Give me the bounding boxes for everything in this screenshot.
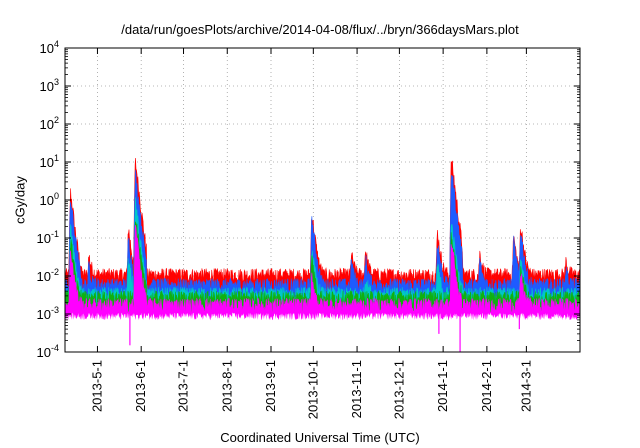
x-tick-label: 2013-8-1 [219, 360, 234, 412]
x-tick-label: 2014-2-1 [479, 360, 494, 412]
y-tick-label: 10-1 [37, 229, 59, 246]
x-tick-label: 2013-6-1 [133, 360, 148, 412]
x-tick-label: 2014-1-1 [435, 360, 450, 412]
x-tick-label: 2013-9-1 [263, 360, 278, 412]
x-tick-label: 2013-7-1 [176, 360, 191, 412]
x-tick-label: 2013-10-1 [305, 360, 320, 419]
x-tick-label: 2013-5-1 [89, 360, 104, 412]
y-tick-label: 10-4 [37, 343, 59, 360]
y-tick-label: 104 [40, 39, 59, 56]
x-tick-label: 2014-3-1 [518, 360, 533, 412]
y-tick-label: 101 [40, 153, 59, 170]
x-tick-label: 2013-11-1 [349, 360, 364, 418]
y-tick-label: 100 [40, 191, 59, 208]
floor-mask [65, 312, 580, 352]
x-axis-label: Coordinated Universal Time (UTC) [220, 430, 420, 445]
x-tick-label: 2013-12-1 [391, 360, 406, 419]
y-tick-label: 10-3 [37, 305, 59, 322]
y-axis-label-text: cGy/day [12, 176, 28, 224]
y-tick-label: 10-2 [37, 267, 59, 284]
chart-title: /data/run/goesPlots/archive/2014-04-08/f… [121, 22, 519, 37]
y-tick-label: 102 [40, 115, 59, 132]
y-tick-label: 103 [40, 77, 59, 94]
